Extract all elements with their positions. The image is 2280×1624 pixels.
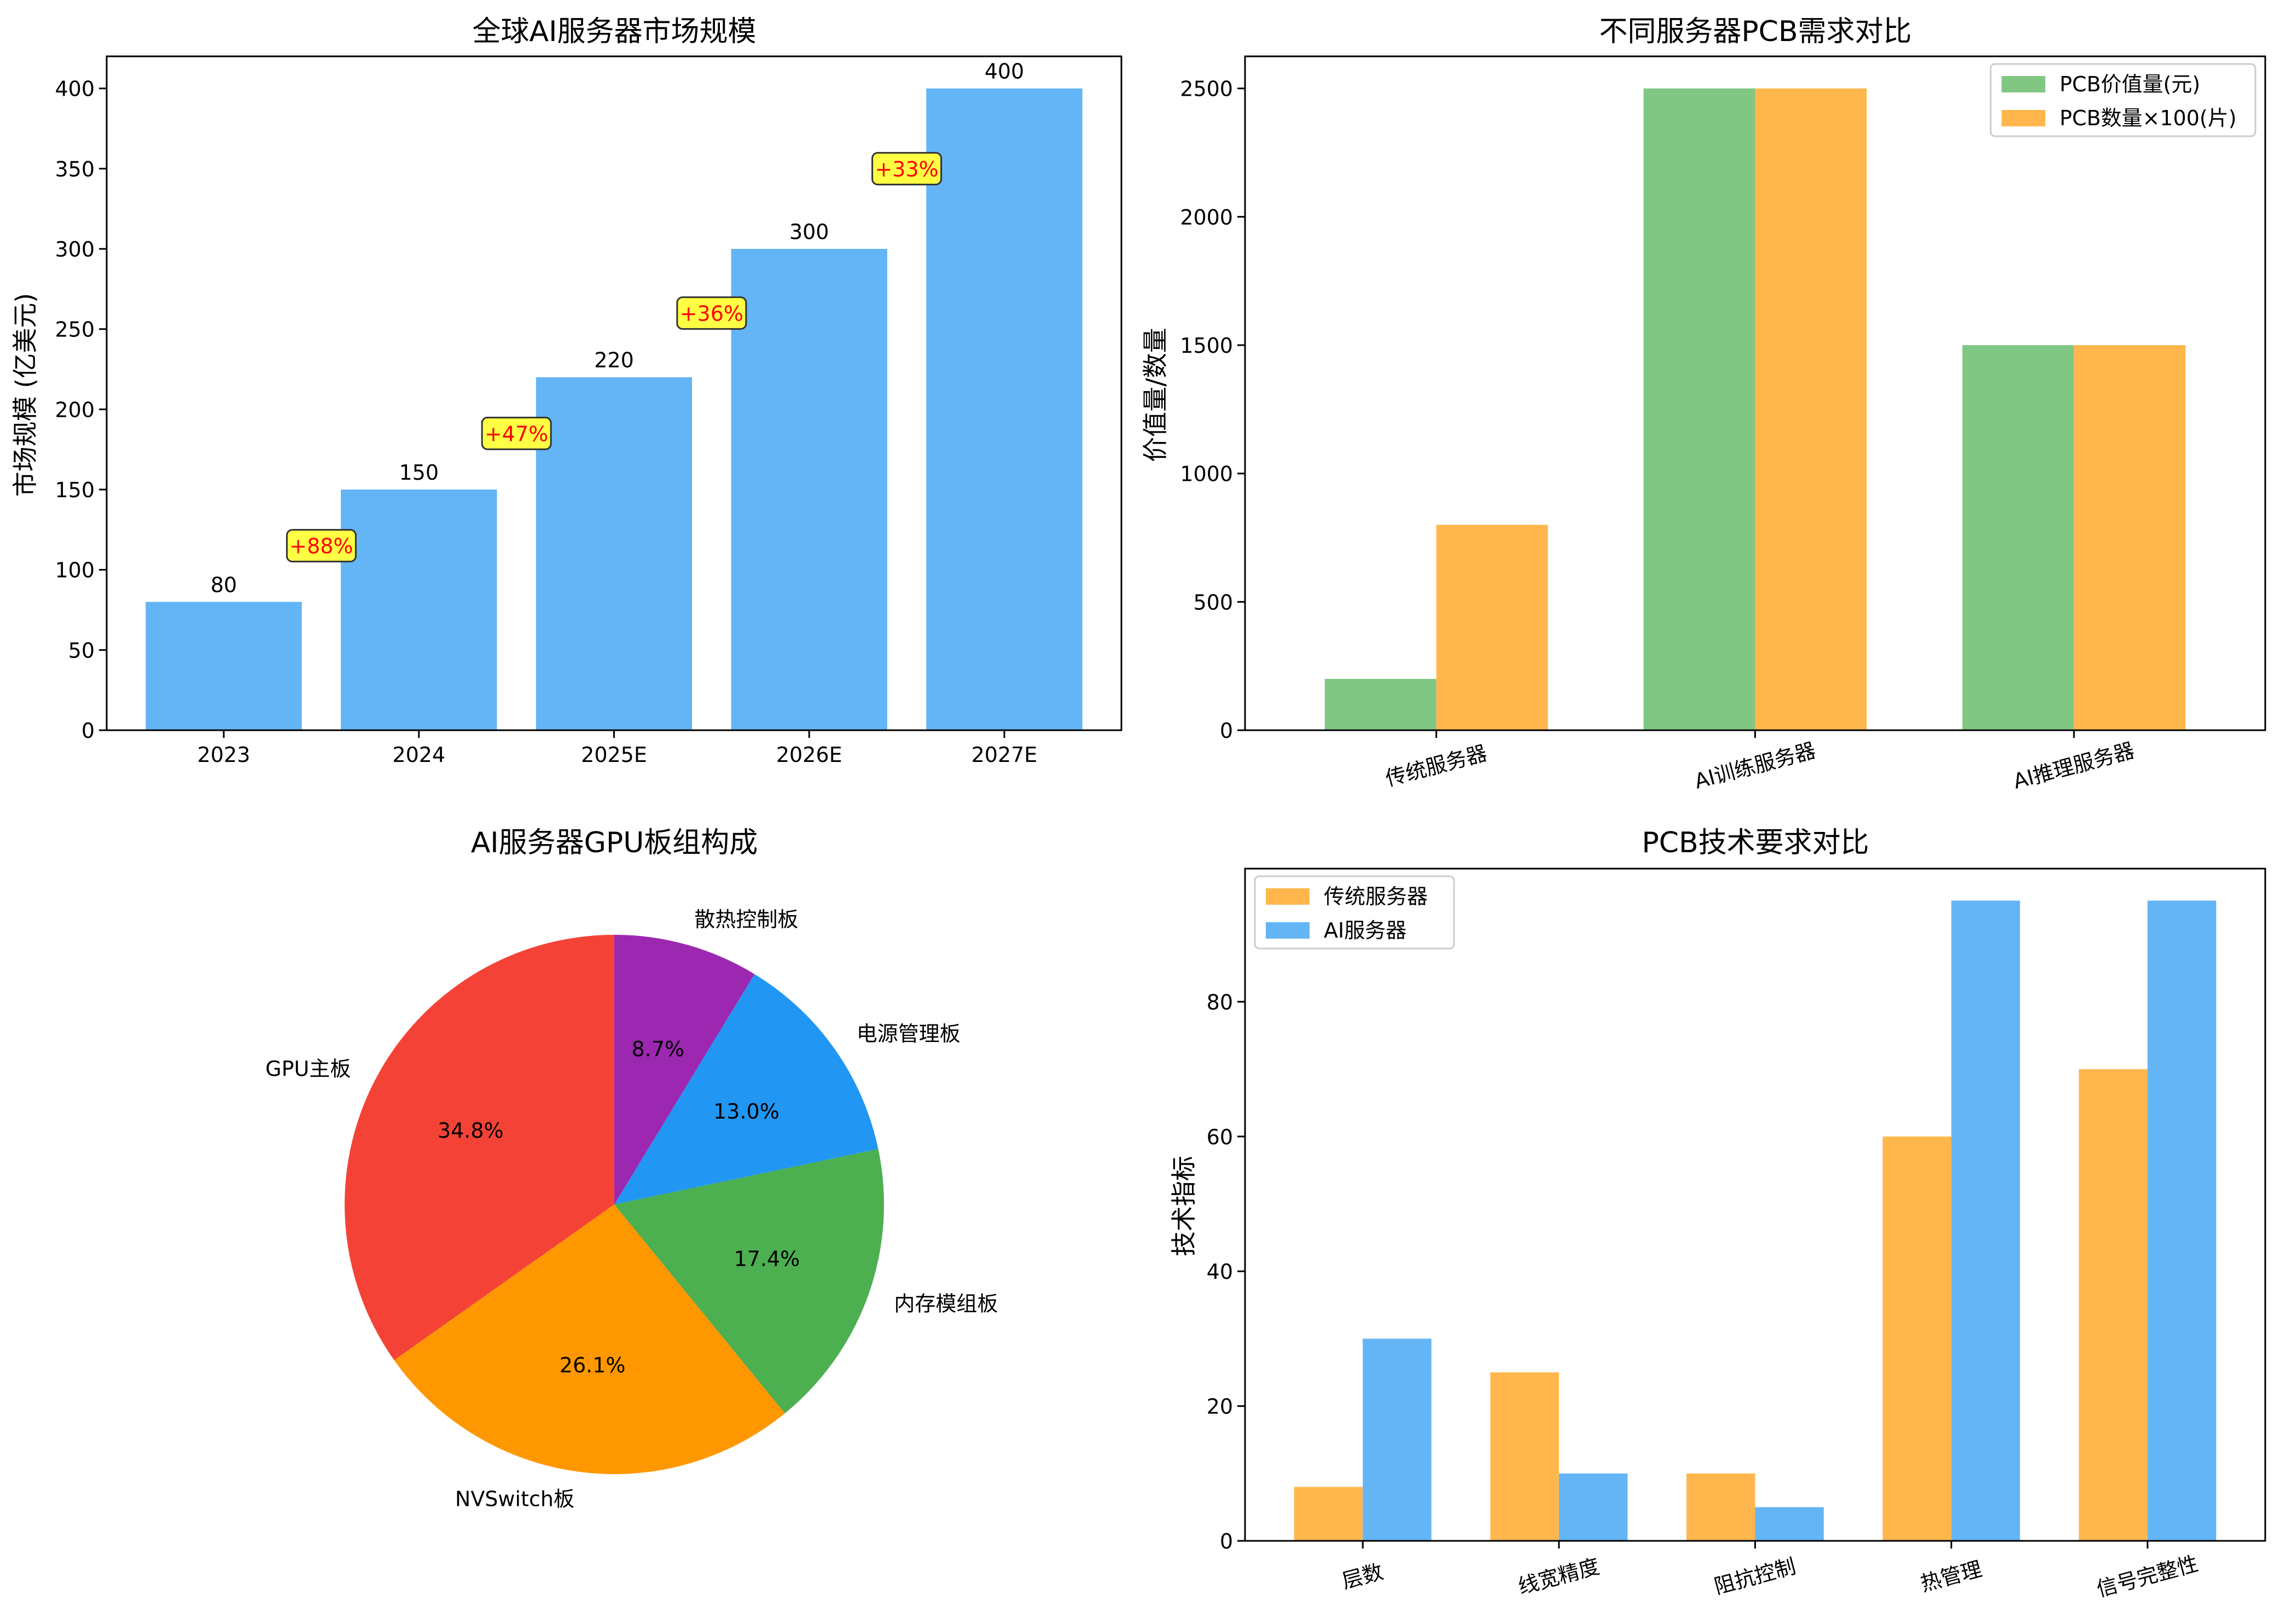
growth-annotation-box	[286, 529, 357, 563]
value-label: 300	[789, 220, 829, 244]
value-label: 150	[399, 461, 439, 485]
legend-label: PCB数量×100(片)	[2060, 106, 2237, 130]
value-label: 80	[211, 573, 237, 597]
y-tick-label: 400	[55, 77, 95, 101]
legend-swatch	[1266, 888, 1310, 905]
y-tick-label: 100	[55, 558, 95, 583]
x-tick-label: 2027E	[972, 743, 1038, 767]
bar-series-a	[1643, 88, 1755, 731]
gpu-board-pie-chart: AI服务器GPU板组构成 34.8% GPU主板 26.1% NVSwitch板 17.…	[265, 826, 998, 1511]
growth-annotation-box	[871, 152, 943, 185]
bar-series-a	[1294, 1487, 1363, 1541]
bar-series-b	[1363, 1338, 1432, 1541]
bar-series-a	[1686, 1473, 1755, 1541]
pie-slice	[614, 974, 879, 1204]
y-tick-label: 0	[1220, 719, 1233, 743]
slice-percent-label: 13.0%	[713, 1099, 780, 1124]
legend-label: AI服务器	[1324, 918, 1406, 942]
x-tick-label: 2026E	[776, 743, 842, 767]
y-tick-label: 50	[68, 638, 95, 662]
bar	[341, 490, 497, 730]
bar	[536, 377, 693, 730]
chart-title: 不同服务器PCB需求对比	[1599, 15, 1911, 48]
y-tick-label: 500	[1193, 590, 1233, 614]
plot-frame	[106, 55, 1122, 731]
pie-slice	[394, 1204, 785, 1474]
y-tick-label: 40	[1207, 1260, 1233, 1284]
growth-annotation: +88%	[289, 534, 353, 558]
y-tick-label: 200	[55, 398, 95, 422]
bar-series-b	[1951, 900, 2020, 1541]
y-tick-label: 2500	[1180, 77, 1233, 101]
x-tick-label: 2024	[392, 743, 445, 767]
bar-series-a	[1962, 345, 2074, 730]
bar-series-b	[1558, 1473, 1628, 1541]
legend: PCB价值量(元) PCB数量×100(片)	[1990, 63, 2256, 137]
slice-percent-label: 17.4%	[734, 1247, 800, 1271]
bar-series-a	[1324, 679, 1436, 730]
bar-series-b	[2074, 345, 2186, 730]
pie-slice	[345, 935, 614, 1360]
bar-series-a	[1882, 1136, 1952, 1541]
y-tick-label: 2000	[1180, 205, 1233, 229]
legend-frame	[1990, 63, 2256, 137]
growth-annotation-box	[481, 416, 552, 450]
y-tick-label: 20	[1207, 1395, 1233, 1419]
slice-percent-label: 34.8%	[438, 1119, 504, 1143]
chart-title: 全球AI服务器市场规模	[473, 15, 757, 48]
y-tick-label: 250	[55, 318, 95, 342]
slice-category-label: GPU主板	[265, 1057, 351, 1081]
value-label: 400	[985, 60, 1025, 84]
y-tick-label: 1000	[1180, 462, 1233, 486]
x-tick-label: 2025E	[581, 743, 647, 767]
growth-annotation-box	[676, 296, 747, 330]
slice-percent-label: 8.7%	[632, 1037, 685, 1061]
growth-annotation: +47%	[485, 422, 548, 446]
y-tick-label: 0	[1220, 1529, 1233, 1553]
y-tick-label: 350	[55, 157, 95, 181]
bar-series-b	[1755, 88, 1867, 731]
y-tick-label: 0	[82, 719, 95, 743]
value-label: 220	[594, 348, 634, 372]
y-tick-label: 300	[55, 237, 95, 261]
slice-category-label: 电源管理板	[857, 1022, 961, 1046]
x-tick-label: 2023	[197, 743, 251, 767]
slice-percent-label: 26.1%	[560, 1353, 626, 1377]
chart-title: AI服务器GPU板组构成	[471, 826, 758, 859]
bar	[731, 249, 887, 730]
y-tick-label: 80	[1207, 990, 1233, 1014]
pie-slice	[614, 1149, 885, 1413]
growth-annotation: +33%	[875, 157, 938, 181]
market-size-chart: 全球AI服务器市场规模 市场规模 (亿美元) 80 2023 150 2024 220 2…	[10, 15, 1122, 767]
y-axis-label: 市场规模 (亿美元)	[10, 293, 40, 497]
y-tick-label: 150	[55, 478, 95, 502]
bar	[926, 88, 1083, 731]
bar-series-a	[1490, 1372, 1559, 1541]
slice-category-label: 散热控制板	[694, 907, 798, 932]
legend-label: 传统服务器	[1324, 884, 1428, 909]
bar	[146, 602, 302, 730]
slice-category-label: 内存模组板	[894, 1291, 998, 1316]
legend: 传统服务器 AI服务器	[1254, 875, 1455, 950]
plot-frame	[1244, 55, 2266, 731]
y-tick-label: 1500	[1180, 334, 1233, 358]
y-tick-label: 60	[1207, 1125, 1233, 1149]
legend-label: PCB价值量(元)	[2060, 72, 2200, 96]
plot-frame	[1244, 868, 2266, 1542]
bar-series-b	[1755, 1507, 1824, 1541]
y-axis-label: 价值量/数量	[1141, 328, 1170, 462]
legend-swatch	[2002, 76, 2045, 92]
bar-series-b	[2147, 900, 2217, 1541]
legend-swatch	[2002, 110, 2045, 126]
legend-swatch	[1266, 922, 1310, 939]
bar-series-a	[2079, 1069, 2148, 1541]
y-axis-label: 技术指标	[1169, 1156, 1199, 1256]
slice-category-label: NVSwitch板	[455, 1487, 574, 1511]
pie-slice	[614, 935, 755, 1204]
bar-series-b	[1436, 525, 1548, 730]
chart-title: PCB技术要求对比	[1642, 826, 1869, 859]
growth-annotation: +36%	[680, 301, 743, 325]
